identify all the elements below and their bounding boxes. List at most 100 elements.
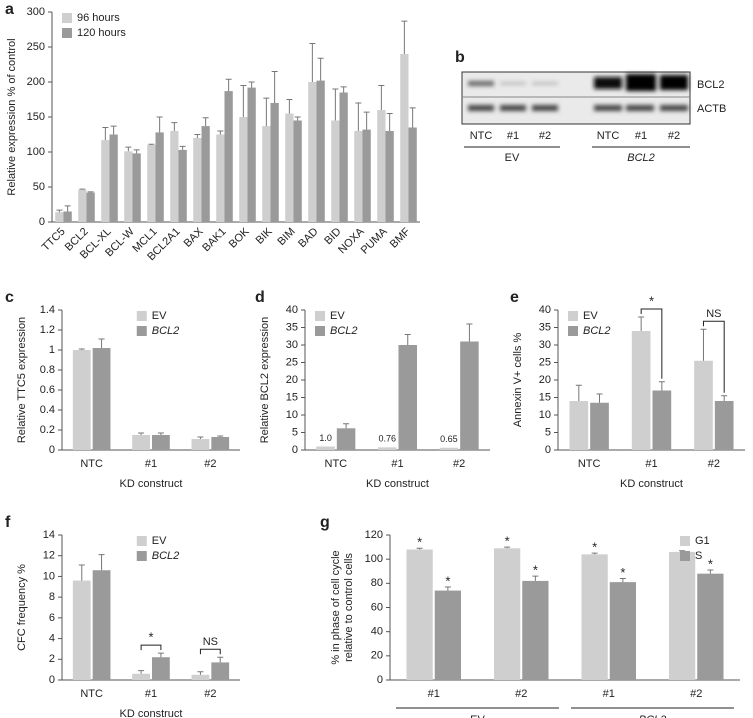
bar: [63, 211, 72, 222]
bar: [590, 402, 609, 450]
panel-letter: d: [255, 289, 265, 306]
annotation: *: [649, 293, 654, 308]
error-bar: [596, 393, 603, 403]
y-tick-label: 1.2: [40, 324, 55, 336]
bar: [193, 138, 202, 222]
y-tick-label: 2: [49, 653, 55, 665]
value-label: 0.76: [378, 434, 396, 444]
error-bar: [225, 78, 232, 92]
band: [500, 82, 526, 85]
y-tick-label: 200: [27, 76, 45, 88]
x-axis-label: KD construct: [120, 708, 183, 718]
bar: [631, 331, 651, 450]
legend-swatch: [136, 551, 147, 561]
bar: [316, 80, 325, 222]
chart-panel: a 0 50 100 150 200 250 300 Relative expression %…: [5, 1, 420, 263]
legend-swatch: [136, 326, 147, 336]
x-tick-label: #2: [515, 688, 527, 700]
bar: [362, 129, 371, 222]
significance-label: *: [620, 565, 625, 580]
error-bar: [240, 85, 247, 117]
y-tick-label: 40: [371, 626, 383, 638]
error-bar: [217, 656, 224, 663]
y-tick-label: 40: [286, 304, 298, 316]
x-tick-label: #2: [204, 688, 216, 700]
error-bar: [638, 316, 645, 331]
annotation: NS: [706, 308, 721, 320]
x-tick-label: #2: [690, 688, 702, 700]
panel-letter: e: [510, 289, 519, 306]
y-tick-label: 0.4: [40, 404, 55, 416]
legend-swatch: [62, 13, 72, 23]
significance-bracket: [640, 308, 663, 379]
band: [532, 82, 558, 85]
y-axis-label: CFC frequency %: [16, 564, 28, 651]
x-tick-label: NTC: [325, 458, 348, 470]
bar: [434, 590, 461, 680]
bar: [132, 673, 150, 680]
y-axis-label: relative to control cells: [343, 553, 355, 662]
bar: [109, 134, 118, 222]
band: [660, 75, 688, 90]
error-bar: [271, 71, 278, 103]
band: [626, 74, 656, 91]
error-bar: [401, 20, 408, 54]
x-tick-label: #1: [391, 458, 403, 470]
x-axis-label: KD construct: [620, 478, 683, 490]
error-bar: [504, 546, 511, 549]
y-tick-label: 20: [371, 650, 383, 662]
error-bar: [248, 81, 255, 88]
significance-label: *: [417, 535, 422, 550]
legend-swatch: [315, 326, 325, 336]
y-tick-label: 10: [286, 409, 298, 421]
error-bar: [309, 43, 316, 82]
error-bar: [658, 381, 665, 391]
error-bar: [340, 86, 347, 93]
bar: [270, 103, 279, 222]
significance-label: *: [708, 556, 713, 571]
group-label: EV: [470, 714, 485, 718]
chart-panel: c 0 0.2 0.4 0.6 0.8 1 1.2 1.4 Relative TTC5 expre…: [5, 289, 240, 490]
bar: [224, 91, 233, 222]
error-bar: [332, 88, 339, 121]
chart-panel: g 0 20 40 60 80 100 120 % in phase of cell cycle…: [320, 514, 740, 718]
error-bar: [575, 384, 582, 401]
y-tick-label: 0: [49, 444, 55, 456]
bar: [152, 657, 170, 680]
y-tick-label: 30: [286, 339, 298, 351]
bar: [201, 126, 210, 222]
blot-panel: b BCL2 ACTB NTC #1 #2 NTC #1 #2 EV BCL2: [455, 49, 726, 164]
bar: [494, 548, 521, 680]
blot-bands: [468, 74, 688, 111]
error-bar: [355, 102, 362, 131]
significance-bracket: [140, 644, 162, 651]
y-tick-label: 0.2: [40, 424, 55, 436]
bar: [354, 131, 363, 222]
bar: [316, 446, 335, 450]
y-tick-label: 60: [371, 601, 383, 613]
y-tick-label: 1: [49, 344, 55, 356]
x-tick-label: #2: [453, 458, 465, 470]
y-tick-label: 50: [33, 181, 45, 193]
error-bar: [721, 395, 728, 401]
bar: [78, 189, 87, 222]
bar: [406, 549, 433, 680]
bar: [262, 126, 271, 222]
error-bar: [294, 116, 301, 121]
significance-bracket: [199, 648, 221, 655]
y-axis-label: Relative TTC5 expression: [16, 317, 28, 443]
error-bar: [79, 188, 86, 190]
bar: [522, 580, 549, 680]
bar: [697, 573, 724, 680]
y-axis-label: % in phase of cell cycle: [330, 550, 342, 664]
bar: [152, 435, 170, 450]
legend-swatch: [568, 311, 578, 321]
x-axis-label: KD construct: [366, 478, 429, 490]
error-bar: [404, 334, 411, 345]
lane-label: #1: [635, 130, 647, 142]
error-bar: [700, 328, 707, 361]
bar: [669, 551, 696, 680]
error-bar: [194, 134, 201, 138]
error-bar: [386, 113, 393, 131]
x-tick-label: #2: [708, 458, 720, 470]
